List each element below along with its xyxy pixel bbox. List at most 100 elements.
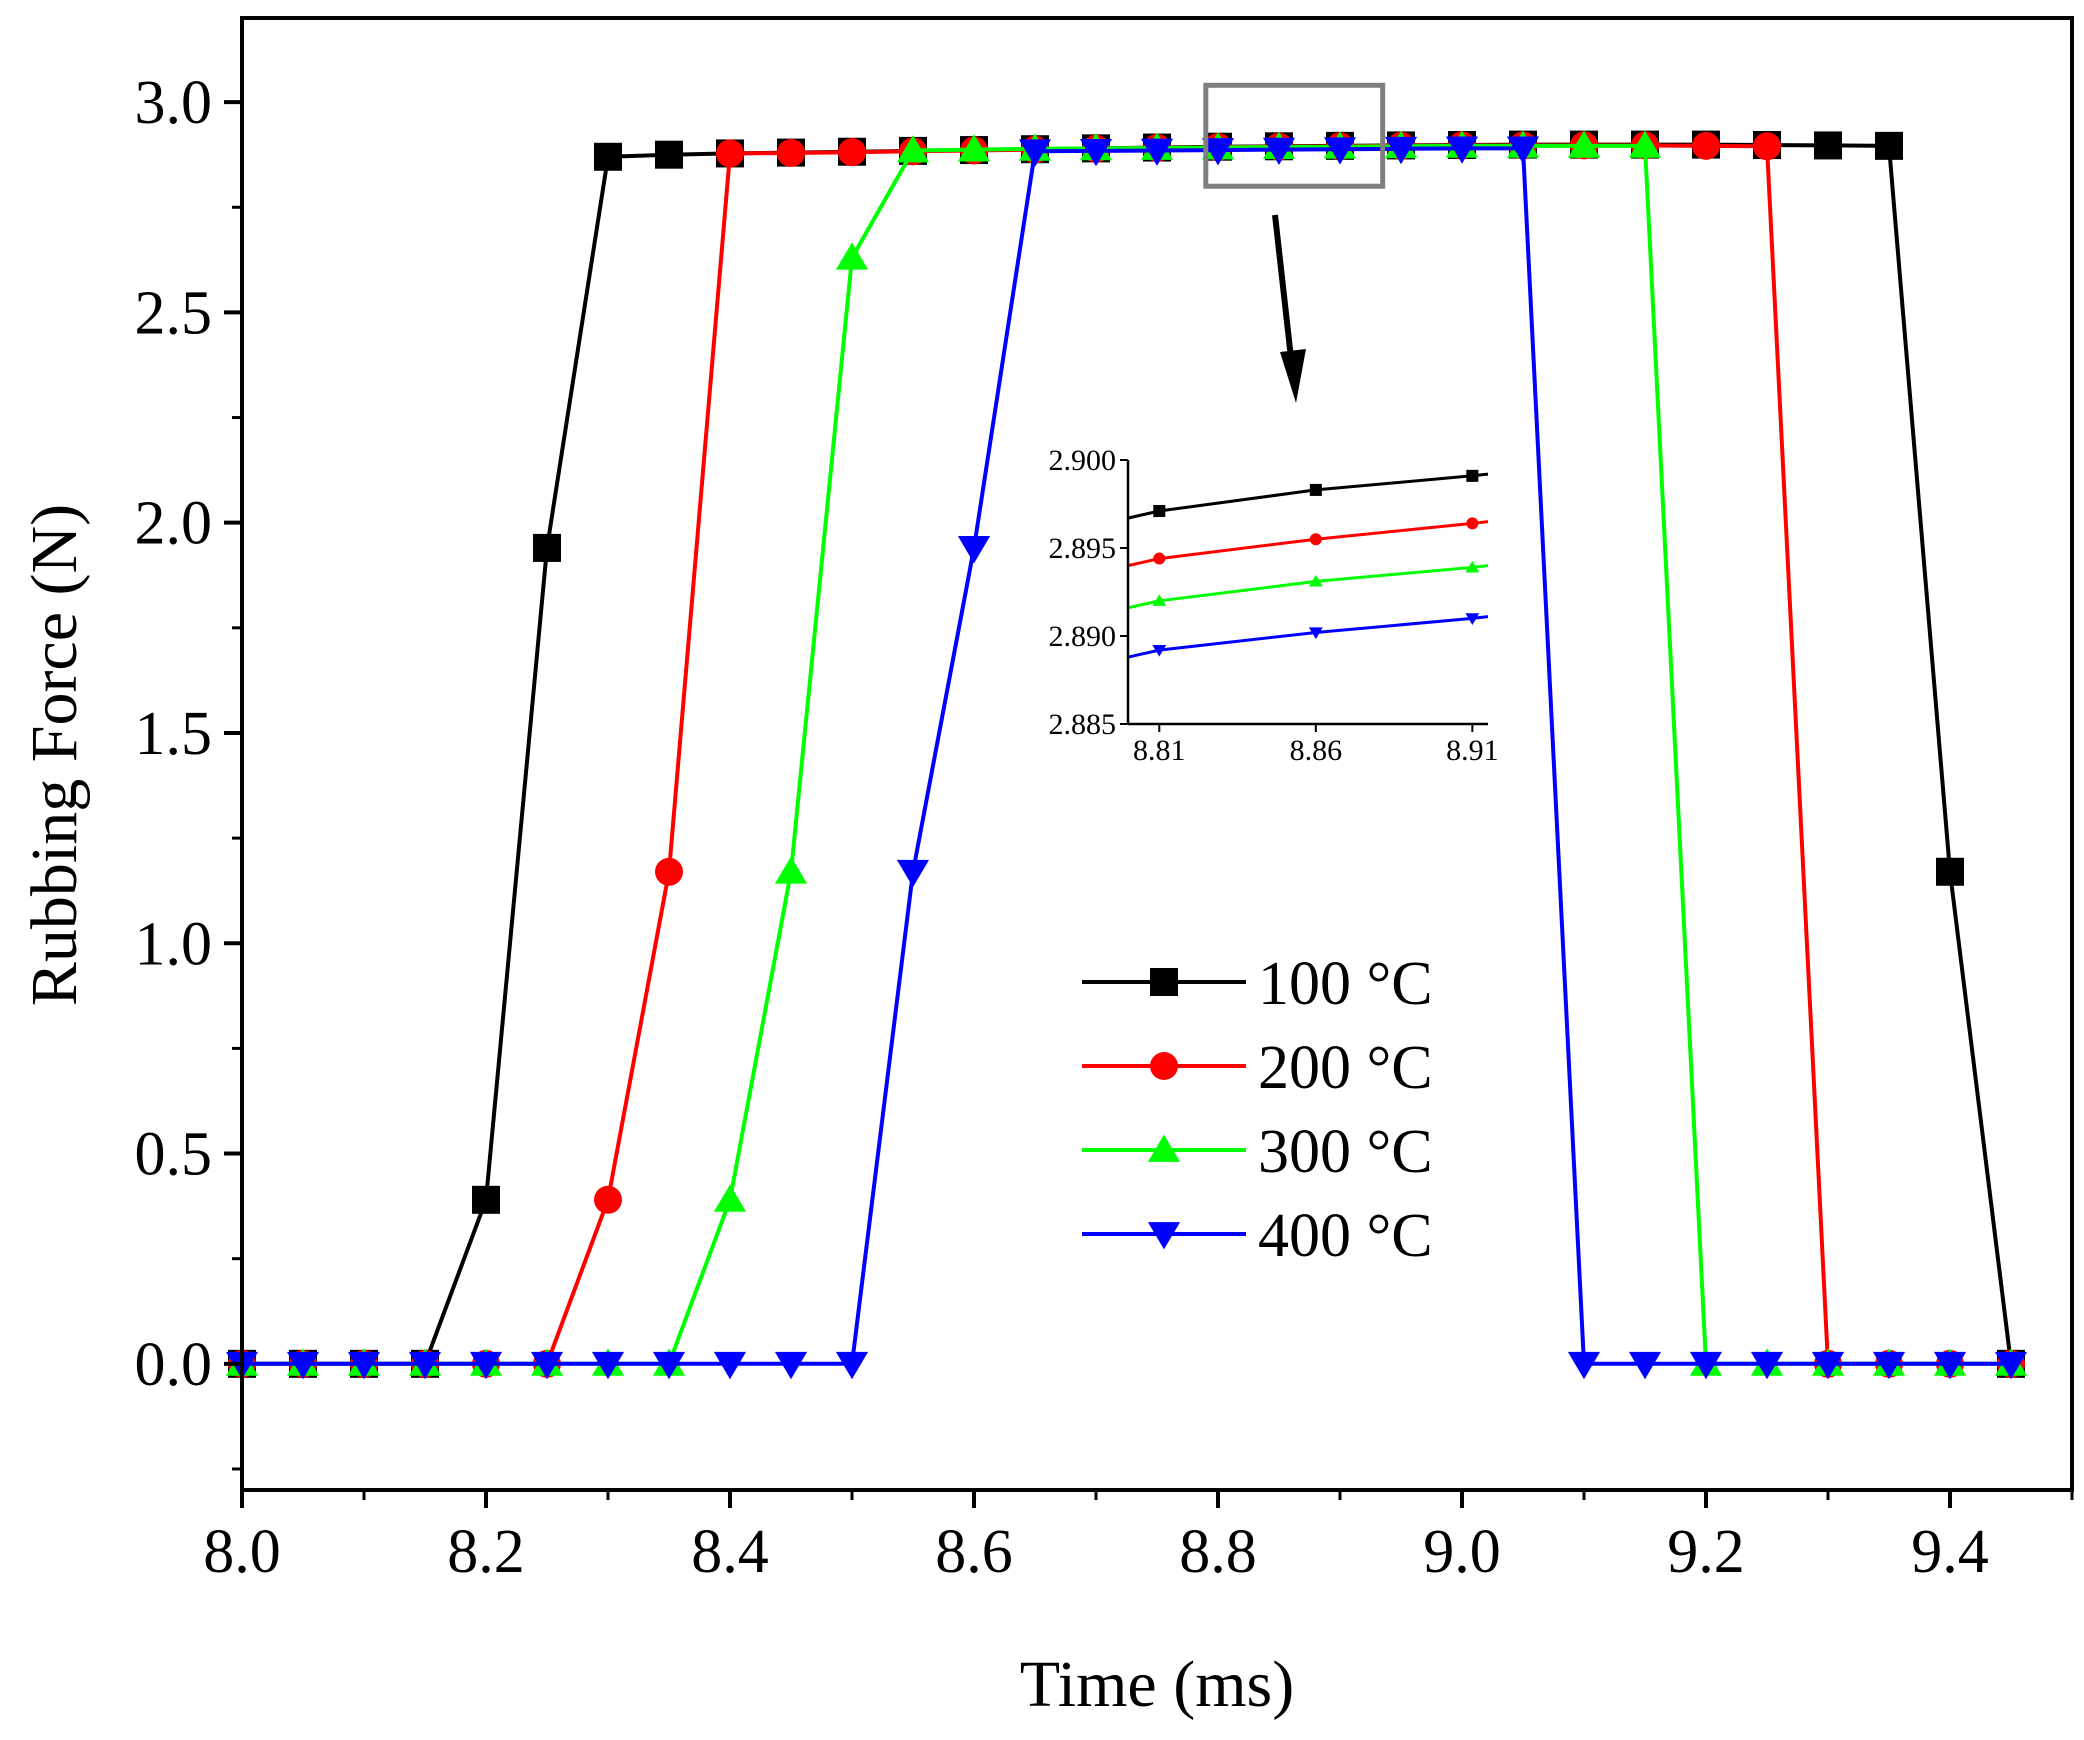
x-tick-label: 9.4 <box>1911 1518 1989 1586</box>
main-plot: 8.0 8.2 8.4 8.6 8.8 9.0 9.2 9.4 0.0 0.5 1.0 1.5 2.0 2… <box>135 16 2074 1586</box>
series-line-100-c <box>242 142 2013 1366</box>
data-point-200-c <box>594 1185 622 1214</box>
data-point-400-c <box>1201 138 1235 166</box>
legend-label: 300 °C <box>1258 1118 1433 1186</box>
x-tick-label: 8.0 <box>203 1518 281 1586</box>
data-point-400-c <box>1750 1351 1784 1380</box>
data-point-400-c <box>896 859 930 888</box>
data-point-400-c <box>1994 1351 2028 1380</box>
data-point-100-c <box>655 140 683 169</box>
main-series-group <box>225 130 2028 1380</box>
y-tick-label: 2.5 <box>135 279 213 347</box>
data-point-400-c <box>408 1351 442 1380</box>
legend-marker <box>1147 1222 1181 1250</box>
data-point-300-c <box>1628 130 1662 158</box>
inset-series-group <box>1128 469 1488 659</box>
y-tick-label: 1.5 <box>135 700 213 768</box>
data-point-300-c <box>774 856 808 884</box>
legend-item-300-c: 300 °C <box>1082 1118 1433 1186</box>
series-100-c <box>228 130 2025 1378</box>
series-line-400-c <box>242 146 2011 1366</box>
data-point-100-c <box>472 1185 500 1214</box>
inset-point-100-c <box>1466 469 1479 482</box>
inset-y-tick-label: 2.900 <box>1049 444 1117 477</box>
main-axis-ticks: 8.0 8.2 8.4 8.6 8.8 9.0 9.2 9.4 0.0 0.5 1.0 1.5 2.0 2… <box>135 69 2074 1586</box>
inset-point-100-c <box>1309 483 1322 496</box>
inset-point-400-c <box>1465 613 1480 625</box>
zoom-arrow-head <box>1280 349 1306 403</box>
data-point-300-c <box>713 1184 747 1212</box>
data-point-400-c <box>1140 138 1174 166</box>
inset-point-300-c <box>1465 560 1480 573</box>
data-point-200-c <box>1753 132 1781 161</box>
data-point-200-c <box>655 857 683 886</box>
legend-label: 200 °C <box>1258 1034 1433 1102</box>
data-point-400-c <box>1323 137 1357 165</box>
data-point-400-c <box>835 1351 869 1380</box>
x-tick-label: 9.0 <box>1423 1518 1501 1586</box>
inset-x-tick-label: 8.86 <box>1290 734 1343 767</box>
y-tick-label: 0.0 <box>135 1331 213 1399</box>
y-tick-label: 0.5 <box>135 1121 213 1189</box>
inset-x-tick-label: 8.81 <box>1133 734 1186 767</box>
series-line-200-c <box>242 143 2011 1366</box>
legend-item-400-c: 400 °C <box>1082 1202 1433 1270</box>
data-point-400-c <box>713 1351 747 1380</box>
inset-point-200-c <box>1153 552 1166 565</box>
legend-item-200-c: 200 °C <box>1082 1034 1433 1102</box>
data-point-400-c <box>1933 1351 1967 1380</box>
data-point-300-c <box>835 242 869 270</box>
x-tick-label: 8.2 <box>447 1518 525 1586</box>
inset-plot: 2.885 2.890 2.895 2.900 8.81 8.86 8.91 <box>1049 444 1499 767</box>
data-point-100-c <box>594 142 622 171</box>
data-point-400-c <box>1384 136 1418 165</box>
inset-background <box>1124 454 1494 728</box>
inset-x-tick-label: 8.91 <box>1446 734 1499 767</box>
data-point-100-c <box>1814 131 1842 160</box>
x-tick-label: 8.4 <box>691 1518 769 1586</box>
inset-y-tick-label: 2.895 <box>1049 532 1117 565</box>
data-point-400-c <box>347 1351 381 1380</box>
x-tick-label: 8.8 <box>1179 1518 1257 1586</box>
legend-marker <box>1147 1134 1181 1162</box>
legend: 100 °C 200 °C 300 °C 400 °C <box>1082 950 1433 1270</box>
data-point-200-c <box>838 138 866 167</box>
main-plot-frame <box>240 16 2074 1492</box>
inset-point-300-c <box>1308 574 1323 587</box>
data-point-100-c <box>533 533 561 562</box>
data-point-400-c <box>469 1351 503 1380</box>
zoom-indicator <box>1203 82 1386 403</box>
data-point-400-c <box>1262 137 1296 166</box>
y-tick-label: 1.0 <box>135 910 213 978</box>
legend-label: 100 °C <box>1258 950 1433 1018</box>
legend-marker <box>1150 968 1178 996</box>
y-tick-label: 2.0 <box>135 490 213 558</box>
data-point-400-c <box>1567 1351 1601 1380</box>
data-point-400-c <box>1506 136 1540 164</box>
data-point-100-c <box>1875 131 1903 160</box>
data-point-400-c <box>1445 136 1479 164</box>
inset-point-200-c <box>1466 517 1479 530</box>
y-axis-title: Rubbing Force (N) <box>18 504 91 1006</box>
data-point-400-c <box>591 1351 625 1380</box>
data-point-200-c <box>1692 131 1720 160</box>
data-point-300-c <box>896 135 930 163</box>
data-point-400-c <box>774 1351 808 1380</box>
data-point-100-c <box>1936 857 1964 886</box>
inset-point-100-c <box>1153 505 1166 518</box>
inset-point-200-c <box>1309 533 1322 546</box>
zoom-arrow-shaft <box>1272 214 1294 359</box>
data-point-400-c <box>1811 1351 1845 1380</box>
legend-marker <box>1150 1052 1178 1080</box>
inset-y-tick-label: 2.890 <box>1049 620 1117 653</box>
data-point-400-c <box>1079 139 1113 167</box>
inset-point-400-c <box>1152 644 1167 657</box>
x-tick-label: 8.6 <box>935 1518 1013 1586</box>
legend-item-100-c: 100 °C <box>1082 950 1433 1018</box>
y-tick-label: 3.0 <box>135 69 213 137</box>
data-point-300-c <box>1567 130 1601 158</box>
data-point-400-c <box>1689 1351 1723 1380</box>
data-point-400-c <box>286 1351 320 1380</box>
inset-y-tick-label: 2.885 <box>1049 708 1117 741</box>
